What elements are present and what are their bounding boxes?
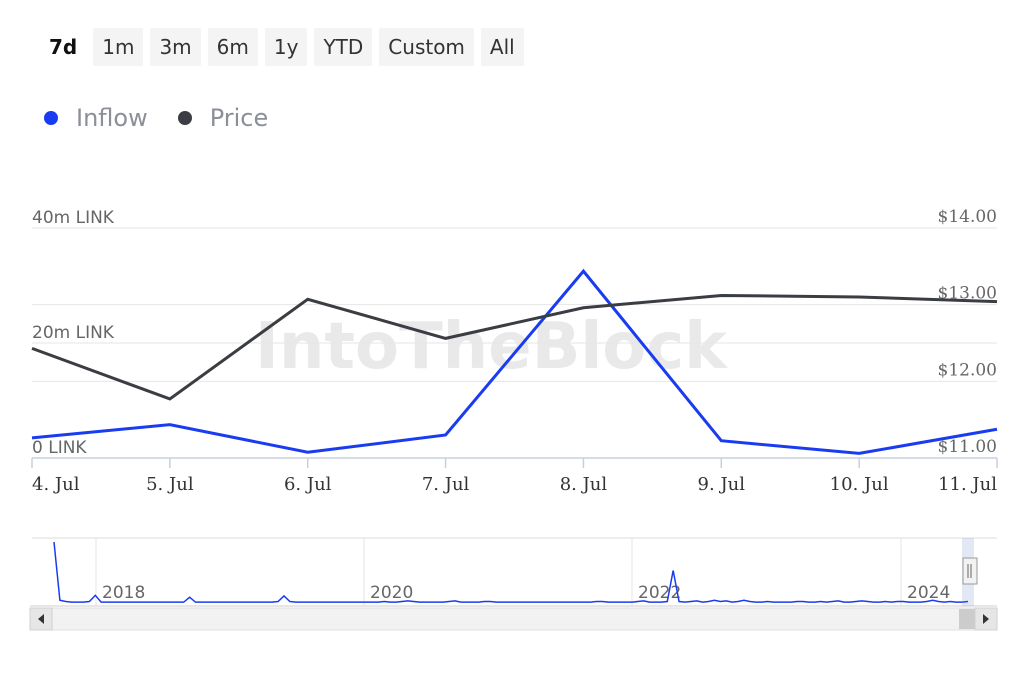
price-dot-icon xyxy=(177,111,192,125)
scrollbar-track[interactable] xyxy=(29,607,998,631)
range-button-1m[interactable]: 1m xyxy=(93,28,144,66)
range-button-custom[interactable]: Custom xyxy=(379,28,474,66)
left-axis-tick-label: 20m LINK xyxy=(32,323,115,343)
range-button-1y[interactable]: 1y xyxy=(264,28,308,66)
range-button-6m[interactable]: 6m xyxy=(207,28,258,66)
scroll-right-arrow-icon xyxy=(983,614,989,624)
x-axis-tick-label: 4. Jul xyxy=(32,474,80,495)
x-axis-tick-label: 10. Jul xyxy=(830,474,889,495)
navigator-year-label: 2022 xyxy=(638,583,681,603)
scrollbar-thumb[interactable] xyxy=(959,609,975,629)
right-axis-tick-label: $14.00 xyxy=(938,207,997,227)
navigator-handle[interactable] xyxy=(962,557,978,585)
x-axis-tick-label: 6. Jul xyxy=(284,474,332,495)
left-axis-tick-label: 40m LINK xyxy=(32,208,115,228)
right-axis-tick-label: $12.00 xyxy=(938,360,997,380)
chart-legend: Inflow Price xyxy=(44,104,268,132)
legend-item-price[interactable]: Price xyxy=(177,104,269,132)
navigator: 2018 2020 2022 2024 xyxy=(29,537,998,631)
x-axis-tick-label: 8. Jul xyxy=(560,474,608,495)
series-group xyxy=(31,268,998,455)
x-axis-tick-label: 11. Jul xyxy=(938,474,997,495)
navigator-year-label: 2020 xyxy=(370,583,413,603)
navigator-overview-line xyxy=(53,541,969,603)
x-axis: 4. Jul 5. Jul 6. Jul 7. Jul 8. Jul 9. Jul 10. … xyxy=(31,457,998,495)
scroll-left-arrow-icon xyxy=(38,614,44,624)
series-line-price[interactable] xyxy=(31,293,998,401)
left-axis: 40m LINK 20m LINK 0 LINK xyxy=(32,208,115,458)
watermark-text: IntoTheBlock xyxy=(255,310,728,384)
legend-item-inflow[interactable]: Inflow xyxy=(44,104,148,132)
grid-lines xyxy=(32,227,997,459)
right-axis: $14.00$13.00$12.00$11.00 xyxy=(938,207,997,457)
range-button-3m[interactable]: 3m xyxy=(150,28,201,66)
series-line-inflow[interactable] xyxy=(31,268,998,455)
navigator-year-label: 2018 xyxy=(102,583,145,603)
x-axis-tick-label: 9. Jul xyxy=(698,474,746,495)
range-selector: 7d 1m 3m 6m 1y YTD Custom All xyxy=(40,28,524,66)
x-axis-tick-label: 5. Jul xyxy=(146,474,194,495)
navigator-year-label: 2024 xyxy=(907,583,950,603)
right-axis-tick-label: $11.00 xyxy=(938,437,997,457)
left-axis-tick-label: 0 LINK xyxy=(32,438,87,458)
range-button-all[interactable]: All xyxy=(480,28,524,66)
range-button-7d[interactable]: 7d xyxy=(40,28,87,66)
legend-label-inflow: Inflow xyxy=(76,104,148,132)
legend-label-price: Price xyxy=(209,104,269,132)
range-button-ytd[interactable]: YTD xyxy=(314,28,373,66)
x-axis-tick-label: 7. Jul xyxy=(422,474,470,495)
inflow-dot-icon xyxy=(44,111,58,125)
